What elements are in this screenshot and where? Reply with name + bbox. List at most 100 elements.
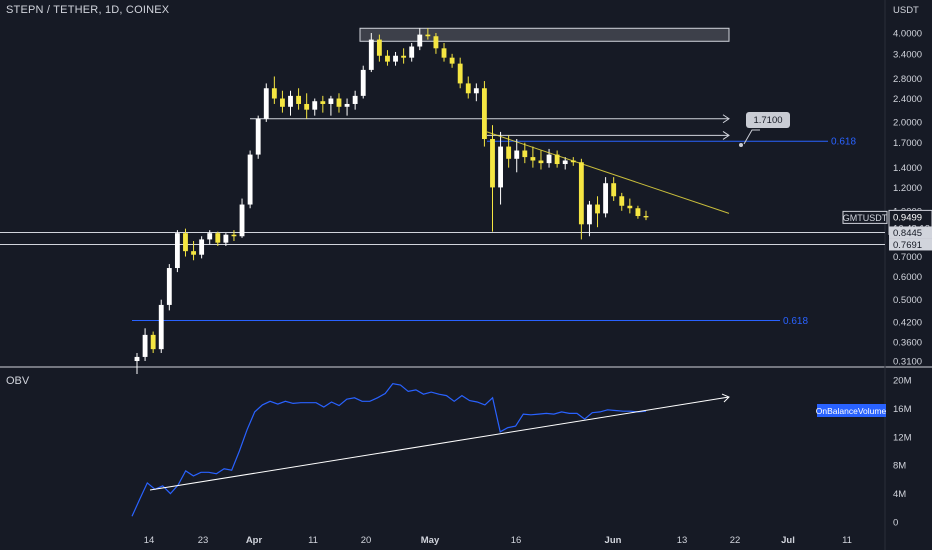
candle-body <box>433 36 439 49</box>
candle <box>417 28 423 51</box>
time-axis-tick: 11 <box>842 535 852 546</box>
candle <box>183 228 188 257</box>
candle <box>595 196 600 228</box>
candle <box>578 158 584 240</box>
candle-body <box>223 234 229 243</box>
candle <box>271 76 277 104</box>
obv-line <box>131 382 647 517</box>
candle-body <box>368 39 374 70</box>
obv-panel-title: OBV <box>6 375 30 387</box>
time-axis-tick: Jul <box>781 535 795 546</box>
level-price-badge <box>889 226 932 239</box>
price-axis-tick: 3.4000 <box>893 49 922 60</box>
obv-axis-tick: 12M <box>893 432 912 443</box>
candle-body <box>546 154 552 164</box>
candle-body <box>328 98 334 104</box>
candle-body <box>457 63 463 84</box>
candle <box>530 146 536 168</box>
candle <box>562 157 568 170</box>
candle-body <box>481 88 487 140</box>
candle <box>506 135 512 168</box>
candle <box>619 192 625 211</box>
candle-body <box>417 34 423 47</box>
candle <box>643 210 649 221</box>
candle-body <box>465 83 471 94</box>
candle-body <box>271 88 277 99</box>
fib-label: 0.618 <box>783 316 808 327</box>
time-axis-tick: 16 <box>511 535 522 546</box>
callout-box <box>746 111 790 128</box>
price-axis-tick: 0.4200 <box>893 318 922 329</box>
candle <box>627 198 633 214</box>
candle <box>441 42 447 62</box>
callout-label: 1.7100 <box>753 115 782 126</box>
chart-title: STEPN / TETHER, 1D, COINEX <box>6 4 170 16</box>
currency-label: USDT <box>893 5 919 16</box>
candle-body <box>158 304 164 350</box>
candle <box>296 88 302 110</box>
candle-body <box>409 46 415 58</box>
level-line-arrowhead <box>722 130 730 140</box>
candle-body <box>320 101 326 104</box>
obv-axis-tick: 20M <box>893 376 912 387</box>
candle <box>433 33 439 54</box>
candle-body <box>360 69 366 96</box>
candle-body <box>449 57 455 64</box>
level-line-arrowhead <box>722 114 730 124</box>
candle-body <box>207 233 213 240</box>
candle-body <box>498 146 503 188</box>
price-axis-tick: 0.7000 <box>893 252 922 263</box>
candle-body <box>336 98 342 107</box>
candle <box>457 57 463 89</box>
resistance-box <box>359 27 730 42</box>
candle <box>611 177 617 201</box>
candle <box>498 131 503 205</box>
candle <box>255 115 261 159</box>
fib-label: 0.618 <box>831 137 856 148</box>
candle-body <box>385 55 390 62</box>
candle <box>191 241 196 261</box>
price-axis-tick: 2.4000 <box>893 94 922 105</box>
candle-body <box>199 239 205 255</box>
candle-body <box>166 268 172 305</box>
symbol-badge <box>842 210 888 224</box>
candle-body <box>312 101 318 110</box>
obv-axis-tick: 16M <box>893 404 912 415</box>
obv-trendline <box>149 396 730 491</box>
candle <box>174 230 180 273</box>
candle <box>280 90 285 113</box>
candle <box>603 177 609 218</box>
callout-pointer <box>743 129 760 145</box>
candle <box>352 90 358 110</box>
candle-body <box>635 208 641 217</box>
price-axis-tick: 0.3100 <box>893 357 922 368</box>
price-axis-tick: 0.6000 <box>893 272 922 283</box>
price-axis-tick: 2.0000 <box>893 117 922 128</box>
current-price-label: 0.9499 <box>893 212 922 223</box>
candle-body <box>595 204 600 214</box>
candle-body <box>522 150 528 158</box>
candle-body <box>401 55 407 58</box>
candle <box>199 236 205 259</box>
time-axis-tick: 20 <box>361 535 372 546</box>
candle <box>158 299 164 353</box>
candle <box>393 51 398 66</box>
candle-body <box>231 234 237 237</box>
candle-body <box>280 98 285 107</box>
candle-body <box>263 88 269 119</box>
candle <box>288 90 293 116</box>
candle <box>368 33 374 73</box>
candle <box>401 48 407 64</box>
candle <box>142 328 148 361</box>
time-axis-tick: 14 <box>144 535 155 546</box>
candle <box>425 28 431 40</box>
candle-body <box>352 95 358 104</box>
obv-trendline-arrowhead <box>721 393 730 403</box>
candle-body <box>304 103 310 110</box>
price-axis-tick: 4.0000 <box>893 29 922 40</box>
candle-body <box>142 334 148 357</box>
level-price-label: 0.7691 <box>893 240 922 251</box>
candle <box>546 148 552 168</box>
candle <box>263 83 269 122</box>
